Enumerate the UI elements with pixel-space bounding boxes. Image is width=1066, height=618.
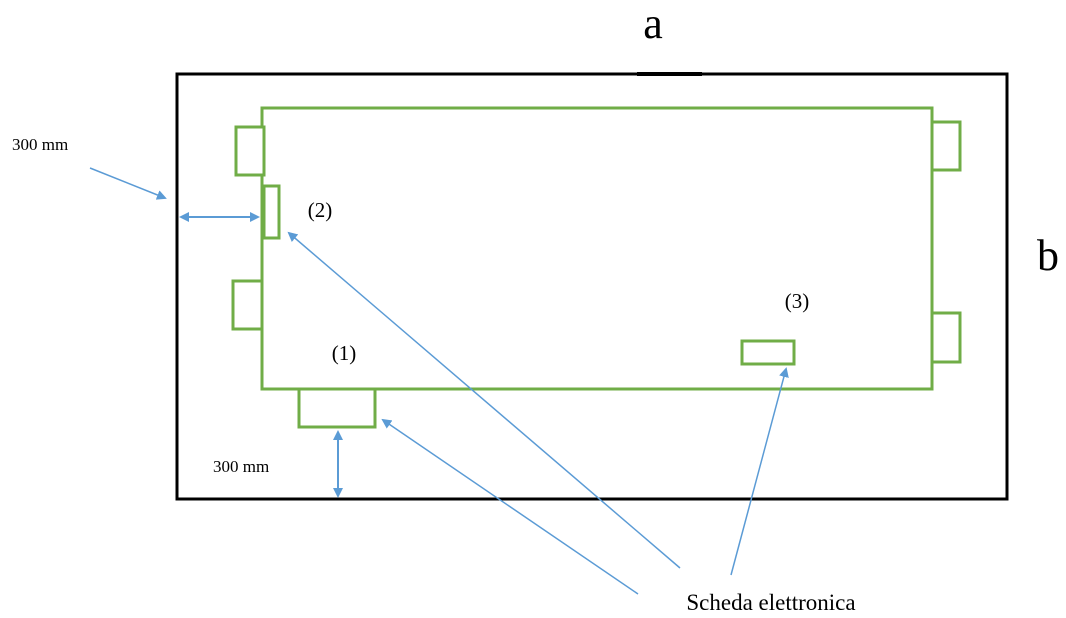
component-3 — [740, 339, 796, 366]
label-distance-bottom: 300 mm — [213, 457, 269, 476]
pointer-to-component-3 — [730, 367, 789, 576]
left-component-2 — [262, 184, 281, 240]
label-side-a: a — [643, 0, 663, 48]
left-component-bottom — [231, 279, 264, 331]
label-side-b: b — [1037, 231, 1059, 280]
right-component-top — [930, 120, 962, 172]
left-component-top — [234, 125, 266, 177]
label-component-1: (1) — [332, 341, 357, 365]
label-component-2: (2) — [308, 198, 333, 222]
pointer-to-component-1 — [381, 418, 639, 595]
pointer-300mm-left — [89, 167, 167, 200]
label-component-3: (3) — [785, 289, 810, 313]
right-component-bottom — [930, 311, 962, 364]
label-caption: Scheda elettronica — [686, 590, 855, 615]
label-distance-left: 300 mm — [12, 135, 68, 154]
outer-frame — [175, 72, 1009, 501]
pointer-to-component-2 — [287, 231, 681, 569]
bottom-component-1 — [297, 387, 377, 429]
inner-board — [260, 106, 934, 391]
